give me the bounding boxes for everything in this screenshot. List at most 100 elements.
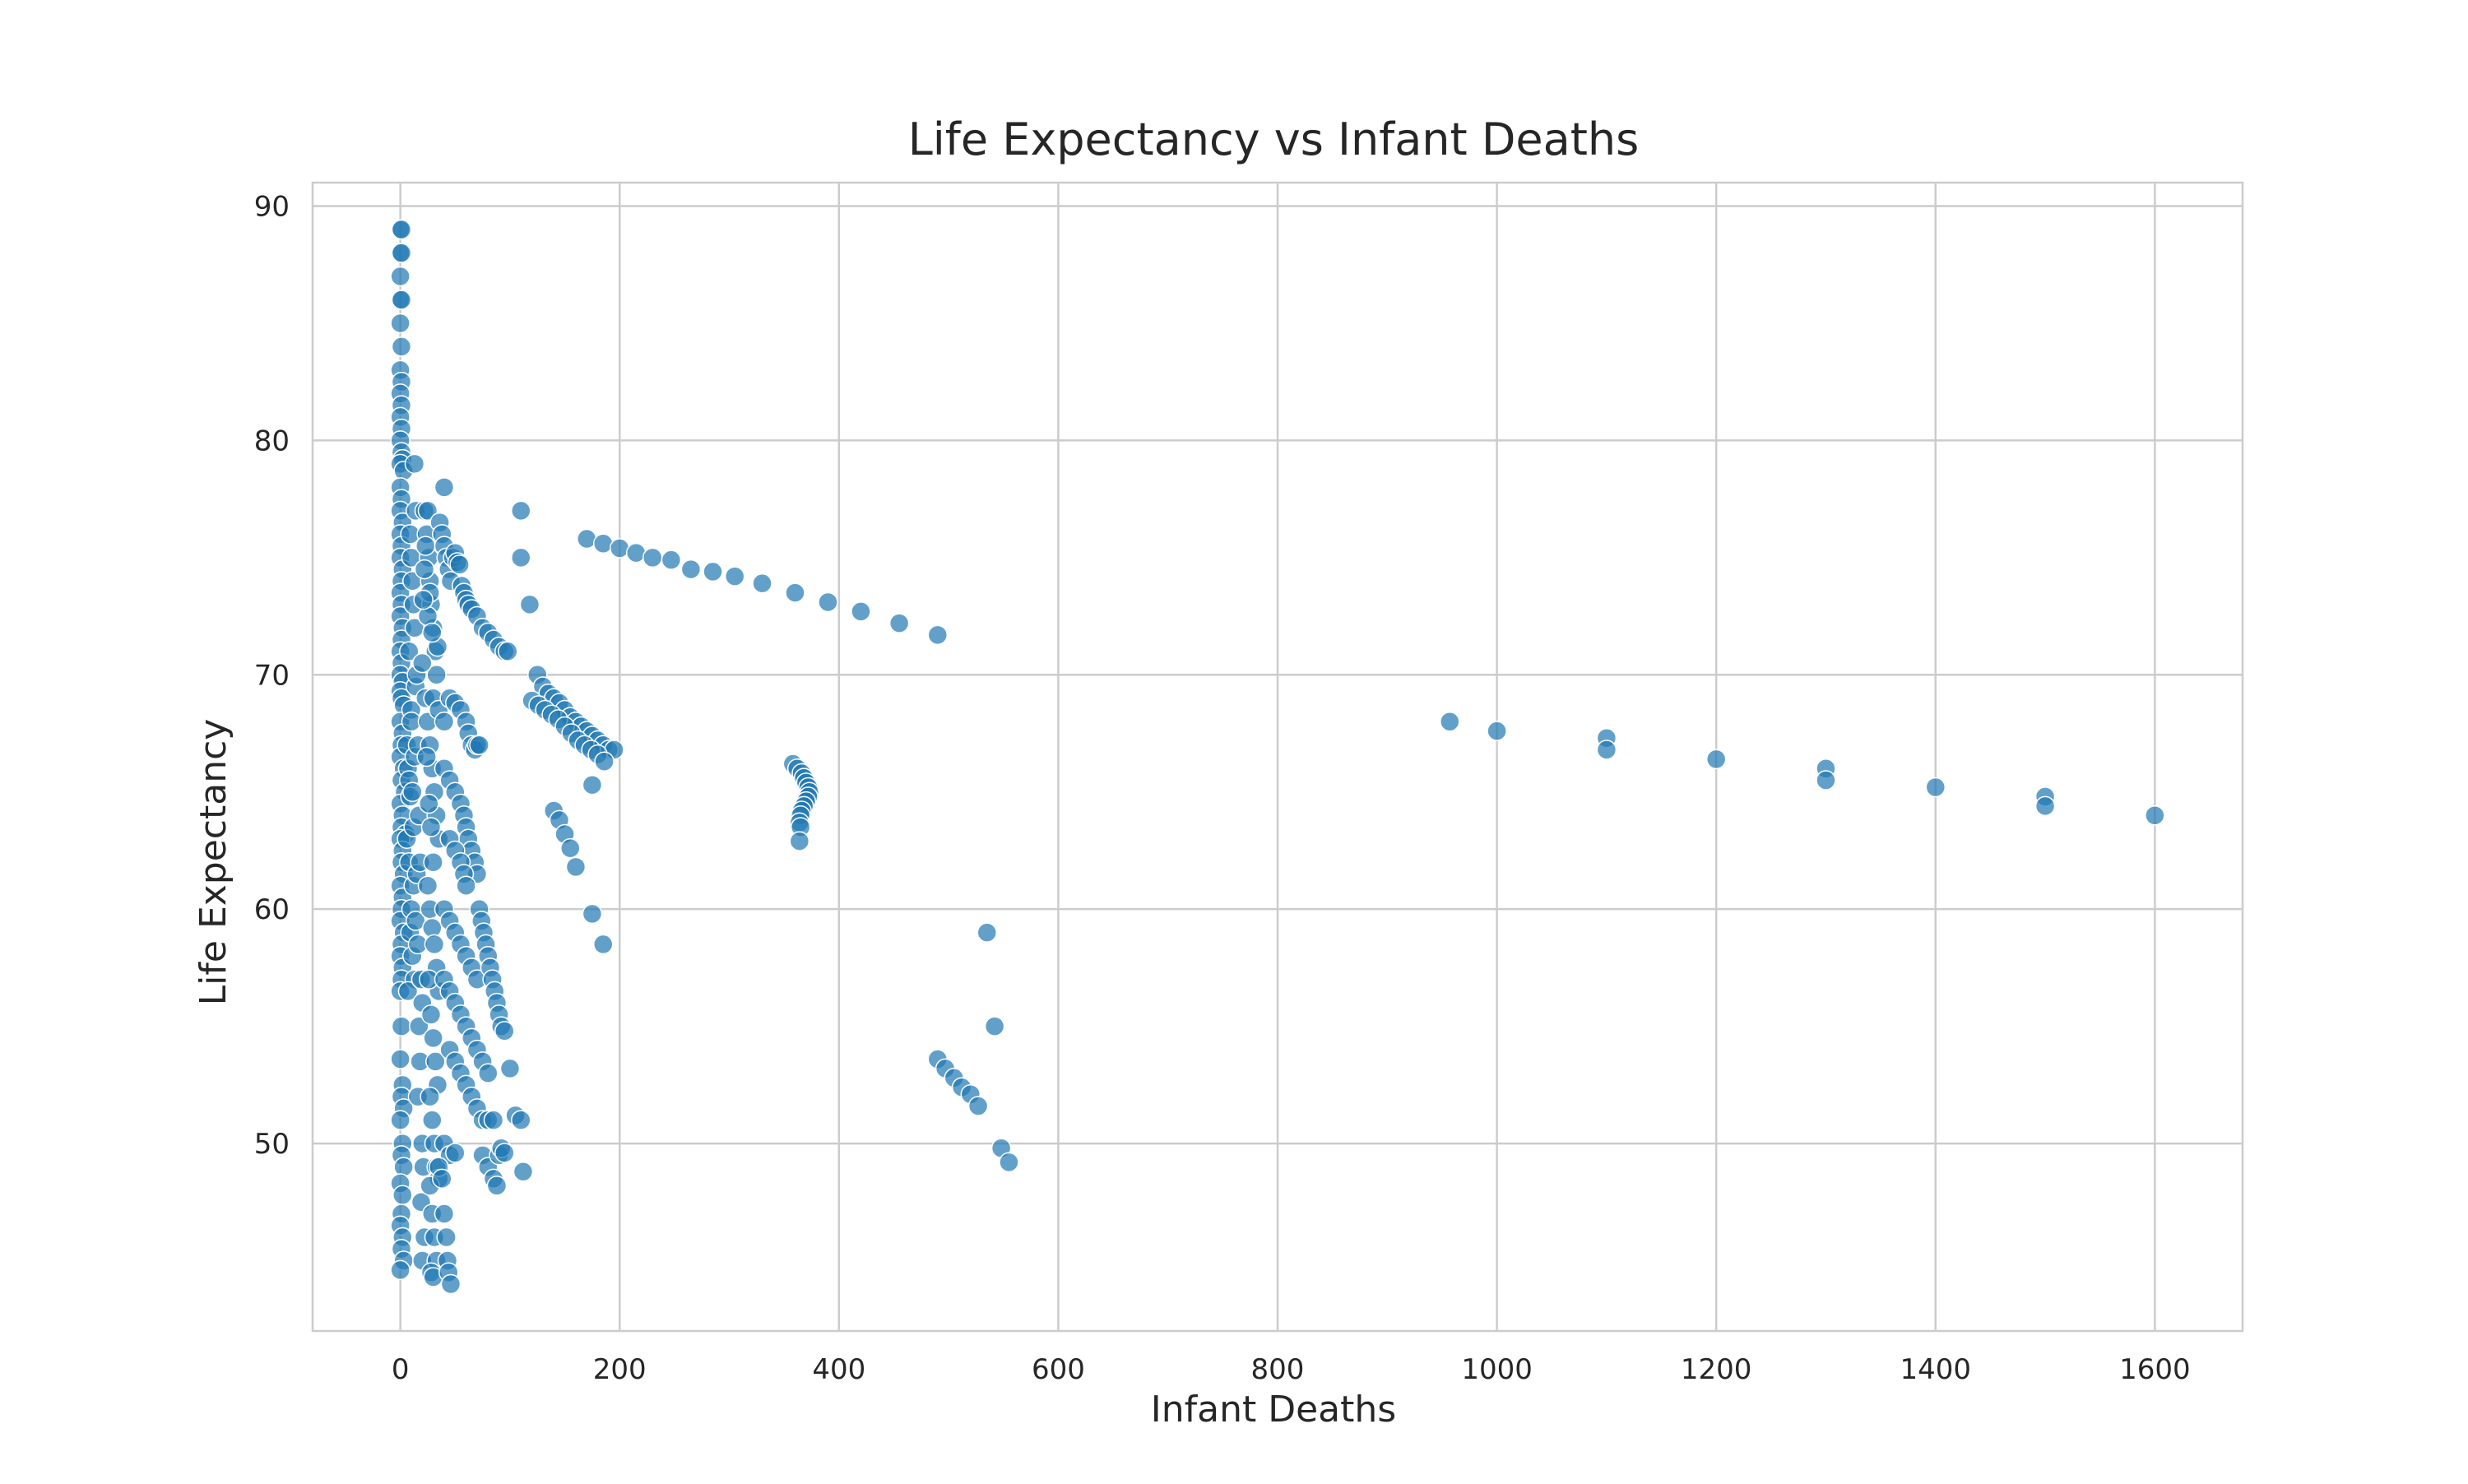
chart-title: Life Expectancy vs Infant Deaths: [908, 114, 1640, 165]
data-point: [404, 453, 425, 475]
data-point: [888, 613, 910, 633]
data-point: [752, 573, 772, 594]
data-point: [424, 934, 445, 955]
data-point: [409, 1016, 429, 1036]
data-point: [415, 536, 436, 556]
x-tick-label: 800: [1251, 1353, 1305, 1386]
x-tick-labels: 0 200 400 600 800 1000 1200 1400 1600: [392, 1353, 2191, 1386]
data-point: [565, 856, 587, 878]
data-point: [436, 1227, 457, 1248]
x-tick-label: 600: [1032, 1353, 1085, 1386]
data-point: [422, 1110, 443, 1130]
data-point: [967, 1096, 989, 1116]
data-point: [392, 1185, 413, 1206]
data-point: [390, 313, 411, 334]
data-point: [390, 266, 411, 287]
data-point: [393, 1157, 414, 1177]
data-point: [478, 1063, 499, 1083]
x-tick-label: 400: [812, 1353, 865, 1386]
data-point: [413, 589, 434, 610]
data-point: [785, 582, 805, 603]
data-point: [1925, 777, 1946, 798]
data-point: [582, 774, 603, 795]
data-point: [511, 547, 531, 568]
data-point: [456, 875, 476, 896]
data-point: [432, 1168, 452, 1190]
x-tick-label: 0: [392, 1353, 410, 1386]
data-point: [390, 1110, 411, 1130]
grid-lines: [313, 183, 2243, 1331]
data-point: [402, 781, 423, 802]
data-point: [416, 746, 437, 768]
data-point: [2034, 795, 2056, 817]
data-point: [511, 1110, 531, 1130]
data-point: [499, 1058, 521, 1079]
data-point: [1487, 721, 1507, 741]
data-point: [426, 665, 447, 685]
data-point: [414, 559, 435, 580]
data-point: [703, 561, 723, 582]
data-point: [977, 922, 998, 943]
data-point: [999, 1152, 1019, 1173]
data-point: [423, 1027, 443, 1049]
data-point: [927, 624, 949, 646]
data-point: [818, 591, 838, 613]
data-point: [498, 641, 518, 662]
data-point: [789, 831, 810, 851]
data-points: [390, 219, 2165, 1295]
data-point: [397, 981, 419, 1002]
data-point: [391, 336, 412, 357]
data-point: [445, 1143, 466, 1163]
y-tick-label: 60: [254, 893, 290, 926]
data-point: [419, 793, 439, 814]
data-point: [1705, 749, 1727, 770]
data-point: [2145, 805, 2165, 826]
data-point: [661, 550, 682, 570]
data-point: [582, 903, 603, 925]
x-tick-label: 1200: [1681, 1353, 1752, 1386]
data-point: [449, 554, 470, 575]
y-tick-label: 90: [254, 190, 290, 223]
data-point: [390, 1049, 411, 1069]
data-point: [592, 934, 614, 955]
data-point: [483, 1110, 504, 1130]
data-point: [469, 735, 489, 756]
x-tick-label: 1000: [1461, 1353, 1533, 1386]
data-point: [399, 641, 420, 662]
data-point: [851, 601, 871, 622]
data-point: [422, 622, 443, 643]
data-point: [1596, 740, 1617, 760]
data-point: [642, 547, 663, 568]
data-point: [486, 1176, 508, 1196]
data-point: [417, 500, 438, 522]
data-point: [434, 712, 455, 732]
data-point: [390, 1259, 411, 1281]
data-point: [594, 751, 615, 772]
y-tick-label: 80: [254, 424, 290, 457]
data-point: [391, 219, 412, 240]
y-tick-label: 50: [254, 1128, 290, 1161]
data-point: [680, 559, 702, 580]
y-tick-label: 70: [254, 659, 290, 692]
data-point: [391, 243, 412, 263]
x-tick-label: 200: [593, 1353, 647, 1386]
data-point: [1816, 770, 1836, 791]
data-point: [559, 837, 581, 859]
data-point: [984, 1016, 1005, 1036]
y-tick-labels: 50 60 70 80 90: [254, 190, 290, 1161]
data-point: [434, 477, 455, 498]
data-point: [391, 1016, 412, 1036]
x-tick-label: 1400: [1900, 1353, 1972, 1386]
data-point: [420, 1086, 440, 1107]
data-point: [519, 594, 540, 615]
data-point: [417, 875, 438, 896]
data-point: [420, 817, 442, 837]
x-tick-label: 1600: [2119, 1353, 2191, 1386]
data-point: [1440, 712, 1460, 732]
data-point: [494, 1021, 515, 1041]
data-point: [513, 1162, 534, 1182]
data-point: [391, 290, 412, 310]
